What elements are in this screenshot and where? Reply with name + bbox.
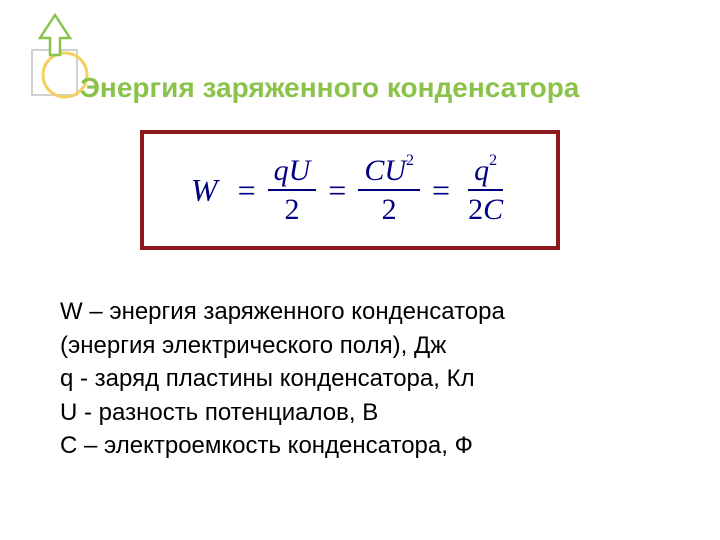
equals-1: = — [238, 172, 256, 209]
frac2-numerator: CU2 — [358, 154, 420, 191]
def-line-5: С – электроемкость конденсатора, Ф — [60, 429, 505, 463]
page-title: Энергия заряженного конденсатора — [80, 72, 579, 104]
def-line-1: W – энергия заряженного конденсатора — [60, 295, 505, 329]
def-line-2: (энергия электрического поля), Дж — [60, 329, 505, 363]
energy-formula: W = qU 2 = CU2 2 = q2 2C — [191, 154, 509, 226]
fraction-2: CU2 2 — [358, 154, 420, 226]
frac3-numerator: q2 — [468, 154, 503, 191]
frac1-numerator: qU — [268, 154, 317, 191]
frac1-denominator: 2 — [278, 191, 305, 226]
fraction-1: qU 2 — [268, 154, 317, 226]
frac2-denominator: 2 — [376, 191, 403, 226]
formula-box: W = qU 2 = CU2 2 = q2 2C — [140, 130, 560, 250]
equals-3: = — [432, 172, 450, 209]
def-line-4: U - разность потенциалов, В — [60, 396, 505, 430]
formula-lhs: W — [191, 172, 226, 209]
def-line-3: q - заряд пластины конденсатора, Кл — [60, 362, 505, 396]
definitions: W – энергия заряженного конденсатора (эн… — [60, 295, 505, 463]
frac3-denominator: 2C — [462, 191, 509, 226]
fraction-3: q2 2C — [462, 154, 509, 226]
equals-2: = — [328, 172, 346, 209]
